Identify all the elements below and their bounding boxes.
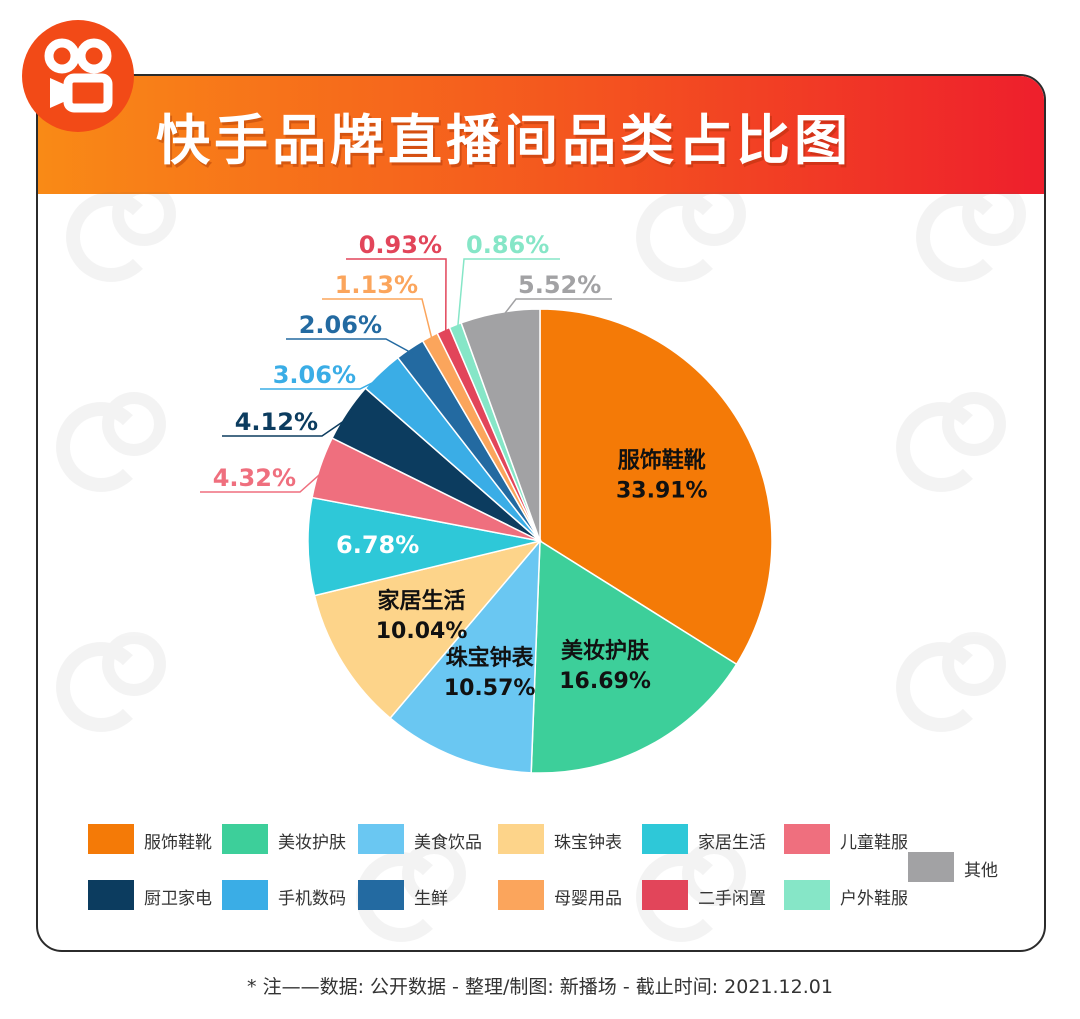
legend-label: 厨卫家电 — [144, 889, 212, 909]
watermark-logo — [56, 392, 176, 502]
legend-swatch — [358, 880, 404, 910]
leader-line — [500, 298, 612, 319]
watermark-logo — [636, 192, 756, 292]
slice-name-label: 家居生活 — [378, 588, 466, 614]
slice-value-label: 10.04% — [376, 619, 468, 644]
slice-name-label: 美妆护肤 — [561, 638, 650, 664]
slice-value-label: 2.06% — [299, 311, 382, 339]
legend-label: 生鲜 — [414, 889, 448, 909]
slice-value-label: 6.78% — [336, 531, 419, 559]
legend-swatch — [642, 880, 688, 910]
watermark-logo — [896, 632, 1016, 742]
legend-swatch — [908, 852, 954, 882]
slice-value-label: 0.86% — [466, 231, 549, 259]
leader-line — [222, 414, 353, 437]
legend-swatch — [784, 880, 830, 910]
slice-value-label: 10.57% — [444, 676, 536, 701]
slice-value-label: 4.12% — [235, 408, 318, 436]
legend-swatch — [222, 824, 268, 854]
pie-slice — [389, 538, 541, 774]
slice-name-label: 珠宝钟表 — [446, 645, 535, 671]
pie-slice — [313, 539, 543, 720]
slice-value-label: 5.52% — [518, 271, 601, 299]
legend-swatch — [358, 824, 404, 854]
legend-label: 户外鞋服 — [840, 889, 908, 909]
legend-swatch — [784, 824, 830, 854]
legend-label: 手机数码 — [278, 889, 346, 909]
watermark-logo — [56, 632, 176, 742]
watermark-logo — [356, 842, 476, 948]
legend-label: 美妆护肤 — [278, 833, 346, 853]
leader-line — [322, 298, 434, 343]
legend-label: 美食饮品 — [414, 833, 482, 853]
legend-label: 二手闲置 — [698, 889, 766, 909]
leader-line — [200, 468, 327, 493]
leader-line — [456, 258, 560, 331]
slice-value-label: 4.32% — [213, 464, 296, 492]
kuaishou-logo-icon — [44, 38, 113, 113]
slice-value-label: 33.91% — [616, 479, 708, 504]
legend-label: 珠宝钟表 — [554, 833, 622, 853]
slice-value-label: 0.93% — [359, 231, 442, 259]
leader-line — [346, 258, 447, 336]
pie-slice — [460, 308, 541, 542]
legend-swatch — [642, 824, 688, 854]
watermark-logo — [916, 192, 1036, 292]
chart-card: 快手品牌直播间品类占比图 — [36, 74, 1046, 952]
slice-value-label: 16.69% — [559, 669, 651, 694]
watermark-logo — [896, 392, 1016, 502]
legend-swatch — [88, 880, 134, 910]
slice-value-label: 1.13% — [335, 271, 418, 299]
page-title: 快手品牌直播间品类占比图 — [156, 109, 852, 172]
legend-label: 服饰鞋靴 — [144, 833, 212, 853]
leader-line — [260, 375, 386, 390]
title-banner: 快手品牌直播间品类占比图 — [38, 76, 1044, 194]
legend-label: 家居生活 — [698, 833, 766, 853]
legend-swatch — [498, 880, 544, 910]
legend-swatch — [88, 824, 134, 854]
pie-slice — [539, 308, 773, 666]
pie-slice — [530, 539, 738, 774]
legend-label: 儿童鞋服 — [840, 833, 908, 853]
leader-line — [286, 338, 414, 355]
legend-swatch — [498, 824, 544, 854]
slice-value-label: 3.06% — [273, 361, 356, 389]
legend-swatch — [222, 880, 268, 910]
legend-label: 其他 — [964, 861, 998, 881]
legend-label: 母婴用品 — [554, 889, 622, 909]
footnote: * 注——数据: 公开数据 - 整理/制图: 新播场 - 截止时间: 2021.… — [247, 976, 833, 998]
kuaishou-logo — [22, 20, 134, 132]
watermark-logo — [66, 192, 186, 292]
slice-name-label: 服饰鞋靴 — [618, 448, 706, 474]
